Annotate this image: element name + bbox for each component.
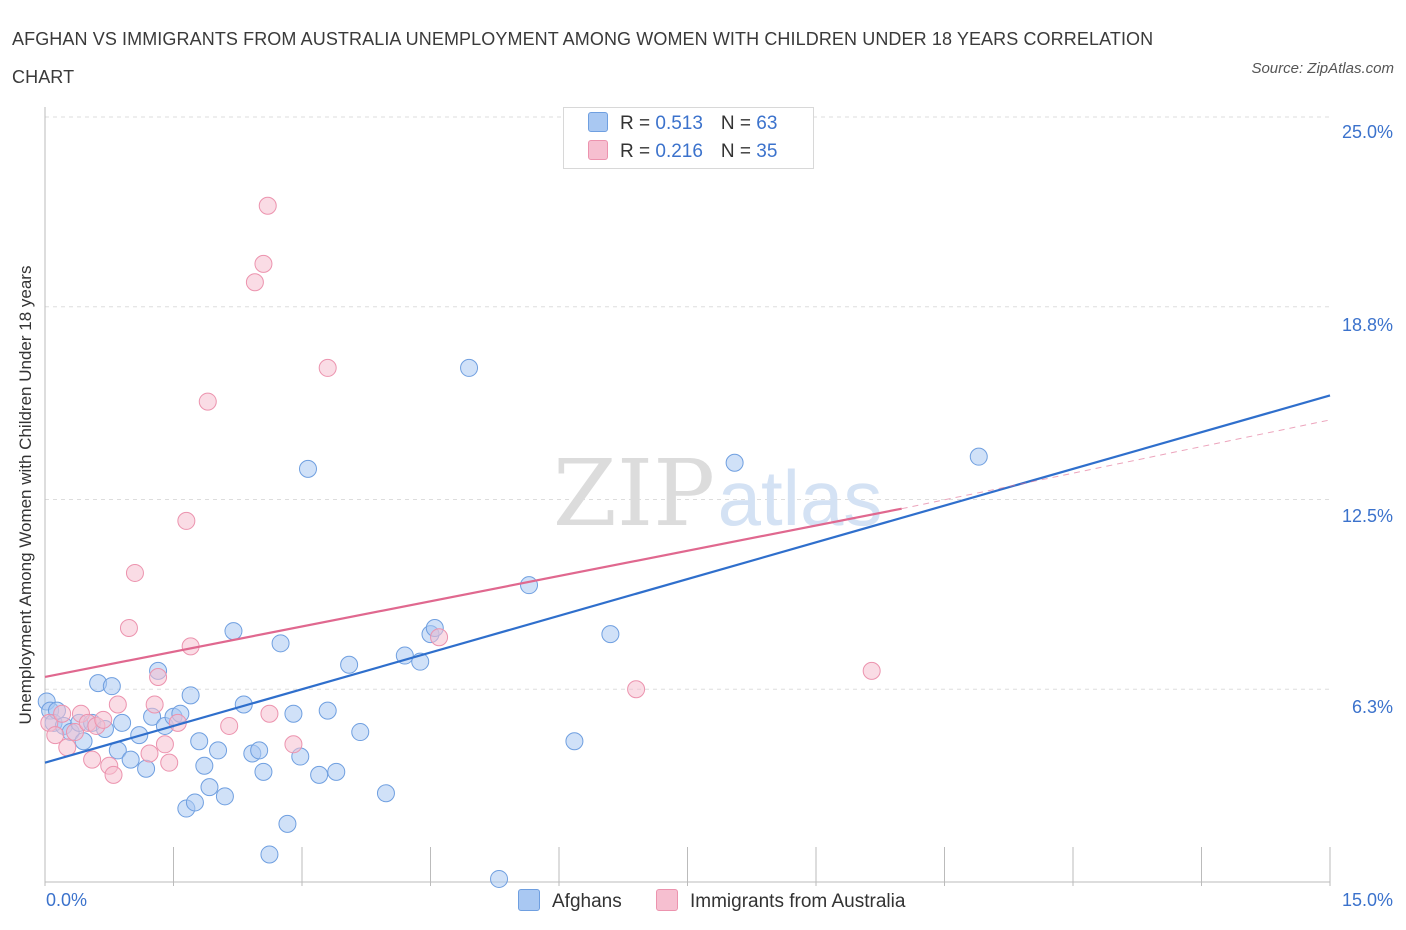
australia-point-12: [108, 695, 127, 714]
legend-item-afghans: Afghans: [518, 888, 622, 916]
afghans-point-11: [102, 677, 121, 696]
australia-point-26: [254, 254, 273, 273]
australia-point-33: [862, 661, 881, 680]
y-tick-25: 25.0%: [1341, 122, 1393, 142]
afghans-point-16: [137, 759, 156, 778]
afghans-point-55: [601, 625, 620, 644]
australia-point-18: [155, 735, 174, 754]
afghans-legend-label: Afghans: [552, 891, 622, 912]
australia-trend-extension: [901, 419, 1331, 510]
australia-point-28: [260, 704, 279, 723]
australia-r-label: R =: [620, 141, 656, 162]
data-points: [37, 196, 988, 888]
australia-point-29: [284, 735, 303, 754]
afghans-point-56: [725, 453, 744, 472]
afghans-r-label: R =: [620, 113, 656, 134]
correlation-legend: R = 0.513 N = 63 R = 0.216 N = 35: [563, 107, 814, 169]
legend-item-australia: Immigrants from Australia: [656, 888, 905, 916]
australia-point-1: [46, 726, 65, 745]
afghans-point-34: [254, 762, 273, 781]
afghans-point-36: [271, 634, 290, 653]
trend-lines: [44, 394, 1331, 764]
australia-point-30: [318, 358, 337, 377]
australia-point-16: [145, 695, 164, 714]
australia-point-15: [140, 744, 159, 763]
afghans-n-label: N =: [720, 113, 757, 134]
australia-point-27: [258, 196, 277, 215]
afghans-point-46: [376, 784, 395, 803]
legend-row-australia: R = 0.216 N = 35: [588, 140, 777, 164]
afghans-point-27: [200, 778, 219, 797]
australia-point-32: [627, 680, 646, 699]
australia-point-7: [83, 750, 102, 769]
afghans-point-42: [318, 701, 337, 720]
axes: [44, 107, 1331, 886]
y-tick-6-3: 6.3%: [1351, 697, 1393, 717]
afghans-point-45: [351, 723, 370, 742]
y-tick-18-8: 18.8%: [1341, 315, 1393, 335]
afghans-point-54: [565, 732, 584, 751]
afghans-point-25: [190, 732, 209, 751]
afghans-point-13: [113, 713, 132, 732]
afghans-point-29: [215, 787, 234, 806]
australia-point-21: [177, 511, 196, 530]
afghans-point-30: [224, 622, 243, 641]
afghans-point-51: [460, 358, 479, 377]
afghans-point-41: [310, 765, 329, 784]
afghans-point-40: [298, 459, 317, 478]
afghans-point-57: [969, 447, 988, 466]
australia-point-25: [245, 273, 264, 292]
grid: [45, 116, 1330, 690]
afghans-point-33: [250, 741, 269, 760]
australia-point-31: [430, 628, 449, 647]
australia-point-24: [220, 716, 239, 735]
chart-title: AFGHAN VS IMMIGRANTS FROM AUSTRALIA UNEM…: [12, 29, 1154, 87]
afghans-point-52: [490, 869, 509, 888]
afghans-point-24: [185, 793, 204, 812]
australia-legend-swatch: [656, 889, 678, 911]
y-tick-12-5: 12.5%: [1341, 506, 1393, 526]
australia-point-11: [104, 765, 123, 784]
australia-r-value: 0.216: [655, 141, 703, 162]
afghans-r-value: 0.513: [655, 113, 703, 134]
australia-legend-label: Immigrants from Australia: [690, 891, 906, 912]
afghans-n-value: 63: [756, 113, 778, 134]
australia-point-9: [94, 710, 113, 729]
australia-point-17: [149, 667, 168, 686]
afghans-point-23: [181, 686, 200, 705]
australia-point-4: [65, 723, 84, 742]
australia-point-14: [125, 563, 144, 582]
afghans-point-53: [520, 576, 539, 595]
afghans-point-35: [260, 845, 279, 864]
watermark: ZIP atlas: [553, 440, 882, 547]
afghans-point-43: [327, 762, 346, 781]
australia-swatch: [588, 140, 608, 160]
x-tick-max: 15.0%: [1341, 890, 1393, 910]
afghans-swatch: [588, 112, 608, 132]
afghans-point-26: [195, 756, 214, 775]
afghans-legend-swatch: [518, 889, 540, 911]
x-tick-min: 0.0%: [46, 890, 88, 910]
australia-point-19: [160, 753, 179, 772]
afghans-point-28: [209, 741, 228, 760]
australia-point-13: [119, 619, 138, 638]
legend-row-afghans: R = 0.513 N = 63: [588, 112, 777, 136]
watermark-atlas: atlas: [718, 454, 883, 542]
afghans-point-14: [121, 750, 140, 769]
watermark-zip: ZIP: [553, 440, 715, 547]
afghans-point-44: [340, 655, 359, 674]
source-label: Source: ZipAtlas.com: [1251, 60, 1394, 77]
australia-point-3: [58, 738, 77, 757]
australia-point-23: [198, 392, 217, 411]
australia-n-value: 35: [756, 141, 778, 162]
afghans-trend-line: [44, 394, 1331, 764]
australia-n-label: N =: [720, 141, 757, 162]
afghans-point-47: [395, 646, 414, 665]
australia-point-2: [53, 704, 72, 723]
afghans-point-37: [278, 814, 297, 833]
australia-trend-line: [44, 507, 902, 679]
afghans-point-38: [284, 704, 303, 723]
